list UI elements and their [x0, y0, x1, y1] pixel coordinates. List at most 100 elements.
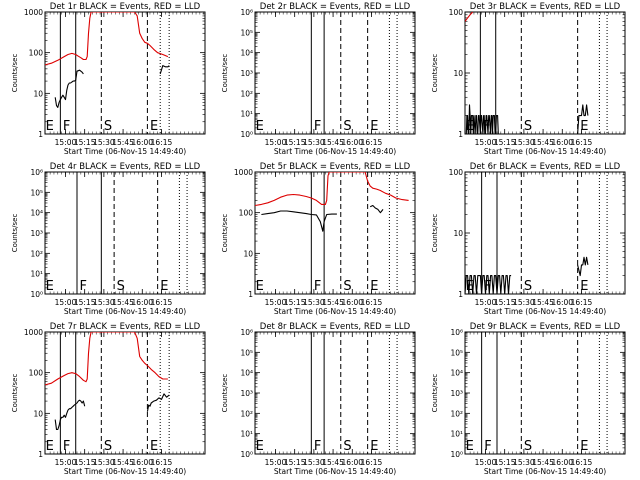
interval-marker-label: E [580, 279, 588, 294]
y-tick-label: 100 [449, 8, 464, 17]
interval-marker-label: S [524, 279, 532, 294]
series-lld-line [465, 12, 474, 22]
y-axis-label: Counts/sec [221, 374, 229, 413]
x-tick-label: 15:45 [112, 138, 134, 147]
y-axis-label: Counts/sec [221, 214, 229, 253]
interval-marker-label: E [370, 119, 378, 134]
x-tick-label: 15:00 [475, 458, 497, 467]
y-tick-label: 10¹ [450, 430, 463, 439]
interval-marker-label: E [256, 279, 264, 294]
x-tick-label: 15:00 [475, 138, 497, 147]
panel-det-9: Det 9r BLACK = Events, RED = LLD 10⁰ 10¹ 10… [431, 322, 626, 476]
y-tick-label: 100 [239, 209, 254, 218]
x-tick-label: 15:15 [74, 458, 96, 467]
x-tick-label: 15:15 [284, 138, 306, 147]
x-tick-label: 16:15 [571, 458, 593, 467]
x-tick-label: 15:45 [112, 298, 134, 307]
interval-marker-label: S [343, 439, 351, 454]
panel-title: Det 2r BLACK = Events, RED = LLD [260, 2, 411, 12]
y-tick-label: 1 [38, 130, 43, 139]
x-axis-label: Start Time (06-Nov-15 14:49:40) [64, 467, 186, 476]
x-tick-label: 16:00 [341, 458, 363, 467]
y-tick-label: 10³ [450, 389, 463, 398]
x-tick-label: 15:15 [74, 138, 96, 147]
plot-frame [44, 171, 206, 295]
x-tick-label: 15:45 [322, 138, 344, 147]
y-tick-label: 10⁴ [240, 49, 253, 58]
x-tick-label: 15:45 [532, 458, 554, 467]
y-tick-label: 10⁴ [30, 209, 43, 218]
y-tick-label: 1 [458, 290, 463, 299]
y-tick-label: 10⁵ [450, 348, 463, 357]
x-axis-label: Start Time (06-Nov-15 14:49:40) [484, 147, 606, 156]
x-tick-label: 15:30 [513, 458, 535, 467]
y-tick-label: 10⁶ [450, 328, 463, 337]
series-lld-line [45, 12, 169, 66]
x-tick-label: 15:30 [93, 458, 115, 467]
x-tick-label: 16:15 [361, 298, 383, 307]
x-tick-label: 15:45 [322, 298, 344, 307]
y-tick-label: 10⁶ [240, 8, 253, 17]
interval-marker-label: S [104, 439, 112, 454]
x-tick-label: 15:15 [74, 298, 96, 307]
interval-marker-label: F [484, 439, 491, 454]
interval-marker-label: E [256, 119, 264, 134]
interval-marker-label: S [524, 439, 532, 454]
y-tick-label: 10⁰ [240, 130, 253, 139]
y-tick-label: 10⁰ [30, 290, 43, 299]
x-tick-label: 16:15 [361, 458, 383, 467]
y-axis-label: Counts/sec [431, 374, 439, 413]
plot-frame [254, 11, 416, 135]
y-tick-label: 1 [458, 130, 463, 139]
panel-title: Det 6r BLACK = Events, RED = LLD [470, 162, 621, 172]
panel-det-8: Det 8r BLACK = Events, RED = LLD 10⁰ 10¹ 10… [221, 322, 416, 476]
x-tick-label: 16:00 [131, 298, 153, 307]
panel-title: Det 5r BLACK = Events, RED = LLD [260, 162, 411, 172]
interval-marker-label: E [160, 279, 168, 294]
panel-title: Det 3r BLACK = Events, RED = LLD [470, 2, 621, 12]
series-events-line [146, 393, 170, 412]
interval-marker-label: F [314, 439, 321, 454]
interval-marker-label: E [150, 119, 158, 134]
panel-title: Det 4r BLACK = Events, RED = LLD [50, 162, 201, 172]
x-tick-label: 16:00 [551, 298, 573, 307]
y-tick-label: 10 [33, 89, 43, 98]
interval-marker-label: S [117, 279, 125, 294]
x-tick-label: 15:30 [303, 298, 325, 307]
y-tick-label: 10⁵ [30, 188, 43, 197]
interval-marker-label: E [580, 119, 588, 134]
x-axis-label: Start Time (06-Nov-15 14:49:40) [274, 467, 396, 476]
x-tick-label: 15:30 [513, 298, 535, 307]
interval-marker-label: F [483, 119, 490, 134]
y-tick-label: 10⁶ [240, 328, 253, 337]
panel-det-4: Det 4r BLACK = Events, RED = LLD 10⁰ 10¹ 10… [11, 162, 206, 316]
interval-marker-label: S [343, 119, 351, 134]
y-tick-label: 10 [453, 69, 463, 78]
y-tick-label: 10² [240, 409, 253, 418]
series-lld-line [45, 332, 168, 386]
x-tick-label: 16:15 [151, 138, 173, 147]
y-axis-label: Counts/sec [11, 374, 19, 413]
x-tick-label: 16:00 [551, 458, 573, 467]
interval-marker-label: F [80, 279, 87, 294]
x-tick-label: 15:00 [265, 138, 287, 147]
x-tick-label: 15:00 [55, 458, 77, 467]
x-tick-label: 15:15 [494, 298, 516, 307]
interval-marker-label: F [314, 119, 321, 134]
y-tick-label: 10¹ [240, 430, 253, 439]
y-tick-label: 10⁴ [450, 369, 463, 378]
y-axis-label: Counts/sec [431, 214, 439, 253]
y-tick-label: 10³ [240, 389, 253, 398]
interval-marker-label: F [484, 279, 491, 294]
panel-det-3: Det 3r BLACK = Events, RED = LLD 1 10 100 15… [431, 2, 626, 156]
y-tick-label: 10⁶ [30, 168, 43, 177]
x-tick-label: 16:15 [151, 458, 173, 467]
series-events-line [577, 104, 589, 134]
series-events-line [54, 69, 84, 108]
